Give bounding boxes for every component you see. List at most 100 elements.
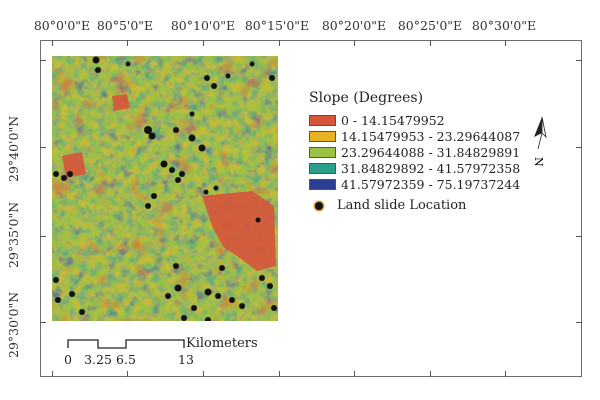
landslide-point: [204, 75, 210, 81]
landslide-point: [271, 305, 277, 311]
north-arrow-icon: N: [532, 116, 547, 167]
frame-tick: [279, 371, 280, 377]
legend-label: 31.84829892 - 41.57972358: [341, 161, 521, 176]
legend-swatch: [309, 147, 336, 158]
legend-label: 23.29644088 - 31.84829891: [341, 145, 521, 160]
frame-tick: [505, 371, 506, 377]
legend-row: 31.84829892 - 41.57972358: [309, 161, 521, 176]
landslide-point: [203, 189, 209, 195]
landslide-legend: Land slide Location: [315, 198, 466, 213]
landslide-point: [239, 303, 245, 309]
legend-title: Slope (Degrees): [309, 90, 424, 106]
landslide-point: [215, 293, 221, 299]
landslide-point: [269, 75, 275, 81]
frame-tick: [279, 40, 280, 46]
scale-label: 6.5: [116, 352, 136, 367]
landslide-point: [148, 132, 156, 140]
landslide-point: [79, 309, 85, 315]
frame-tick: [354, 371, 355, 377]
landslide-point: [145, 203, 151, 209]
landslide-point: [188, 134, 196, 142]
frame-tick: [52, 371, 53, 377]
landslide-point: [198, 144, 206, 152]
frame-tick: [203, 371, 204, 377]
legend-label: 14.15479953 - 23.29644087: [341, 129, 521, 144]
frame-tick: [354, 40, 355, 46]
landslide-point: [69, 291, 75, 297]
landslide-point: [191, 305, 197, 311]
landslide-point: [259, 275, 265, 281]
landslide-point: [165, 293, 171, 299]
landslide-point: [181, 315, 187, 321]
longitude-label: 80°30'0"E: [471, 18, 537, 33]
longitude-label: 80°15'0"E: [244, 18, 310, 33]
landslide-points: [53, 56, 277, 321]
legend-swatch: [309, 131, 336, 142]
frame-tick: [505, 40, 506, 46]
scale-unit: Kilometers: [186, 336, 258, 351]
landslide-point: [205, 317, 211, 321]
landslide-point: [229, 297, 235, 303]
map-frame: [40, 40, 582, 377]
legend-label: 0 - 14.15479952: [341, 113, 445, 128]
scale-label: 0: [64, 352, 72, 367]
landslide-legend-label: Land slide Location: [337, 198, 467, 213]
longitude-label: 80°0'0"E: [33, 18, 91, 33]
landslide-point: [175, 177, 181, 183]
legend-row: 0 - 14.15479952: [309, 113, 445, 128]
frame-tick: [576, 60, 582, 61]
frame-tick: [40, 60, 46, 61]
landslide-point: [61, 175, 67, 181]
scale-bar: [67, 339, 185, 349]
frame-tick: [40, 322, 46, 323]
landslide-point: [173, 127, 179, 133]
landslide-point: [67, 171, 73, 177]
landslide-point: [219, 265, 225, 271]
legend-swatch: [309, 179, 336, 190]
landslide-point: [92, 56, 100, 64]
landslide-point: [125, 61, 131, 67]
legend-row: 14.15479953 - 23.29644087: [309, 129, 521, 144]
frame-tick: [52, 40, 53, 46]
landslide-point: [55, 297, 61, 303]
longitude-label: 80°5'0"E: [96, 18, 154, 33]
landslide-point: [225, 73, 231, 79]
legend-row: 41.57972359 - 75.19737244: [309, 177, 521, 192]
scale-label: 3.25: [84, 352, 112, 367]
latitude-label: 29°30'0"N: [6, 291, 21, 358]
legend-swatch: [309, 115, 336, 126]
landslide-point: [173, 263, 179, 269]
frame-tick: [127, 371, 128, 377]
landslide-point: [267, 283, 273, 289]
legend-swatch: [309, 163, 336, 174]
landslide-point: [179, 171, 185, 177]
legend-label: 41.57972359 - 75.19737244: [341, 177, 521, 192]
longitude-label: 80°20'0"E: [321, 18, 387, 33]
landslide-point: [213, 185, 219, 191]
frame-tick: [203, 40, 204, 46]
frame-tick: [576, 322, 582, 323]
frame-tick: [576, 236, 582, 237]
longitude-label: 80°10'0"E: [170, 18, 236, 33]
landslide-dot-icon: [315, 201, 323, 210]
landslide-point: [53, 277, 59, 283]
landslide-point: [189, 111, 195, 117]
frame-tick: [576, 147, 582, 148]
legend-row: 23.29644088 - 31.84829891: [309, 145, 521, 160]
latitude-label: 29°40'0"N: [6, 115, 21, 182]
frame-tick: [40, 147, 46, 148]
longitude-label: 80°25'0"E: [397, 18, 463, 33]
frame-tick: [40, 236, 46, 237]
landslide-point: [144, 126, 152, 134]
frame-tick: [430, 371, 431, 377]
slope-raster-map: [52, 56, 278, 321]
north-letter: N: [532, 157, 545, 167]
landslide-point: [151, 193, 157, 199]
latitude-label: 29°35'0"N: [6, 201, 21, 268]
landslide-point: [204, 288, 212, 296]
frame-tick: [430, 40, 431, 46]
landslide-point: [249, 61, 255, 67]
frame-tick: [127, 40, 128, 46]
landslide-point: [211, 83, 217, 89]
landslide-point: [160, 160, 168, 168]
